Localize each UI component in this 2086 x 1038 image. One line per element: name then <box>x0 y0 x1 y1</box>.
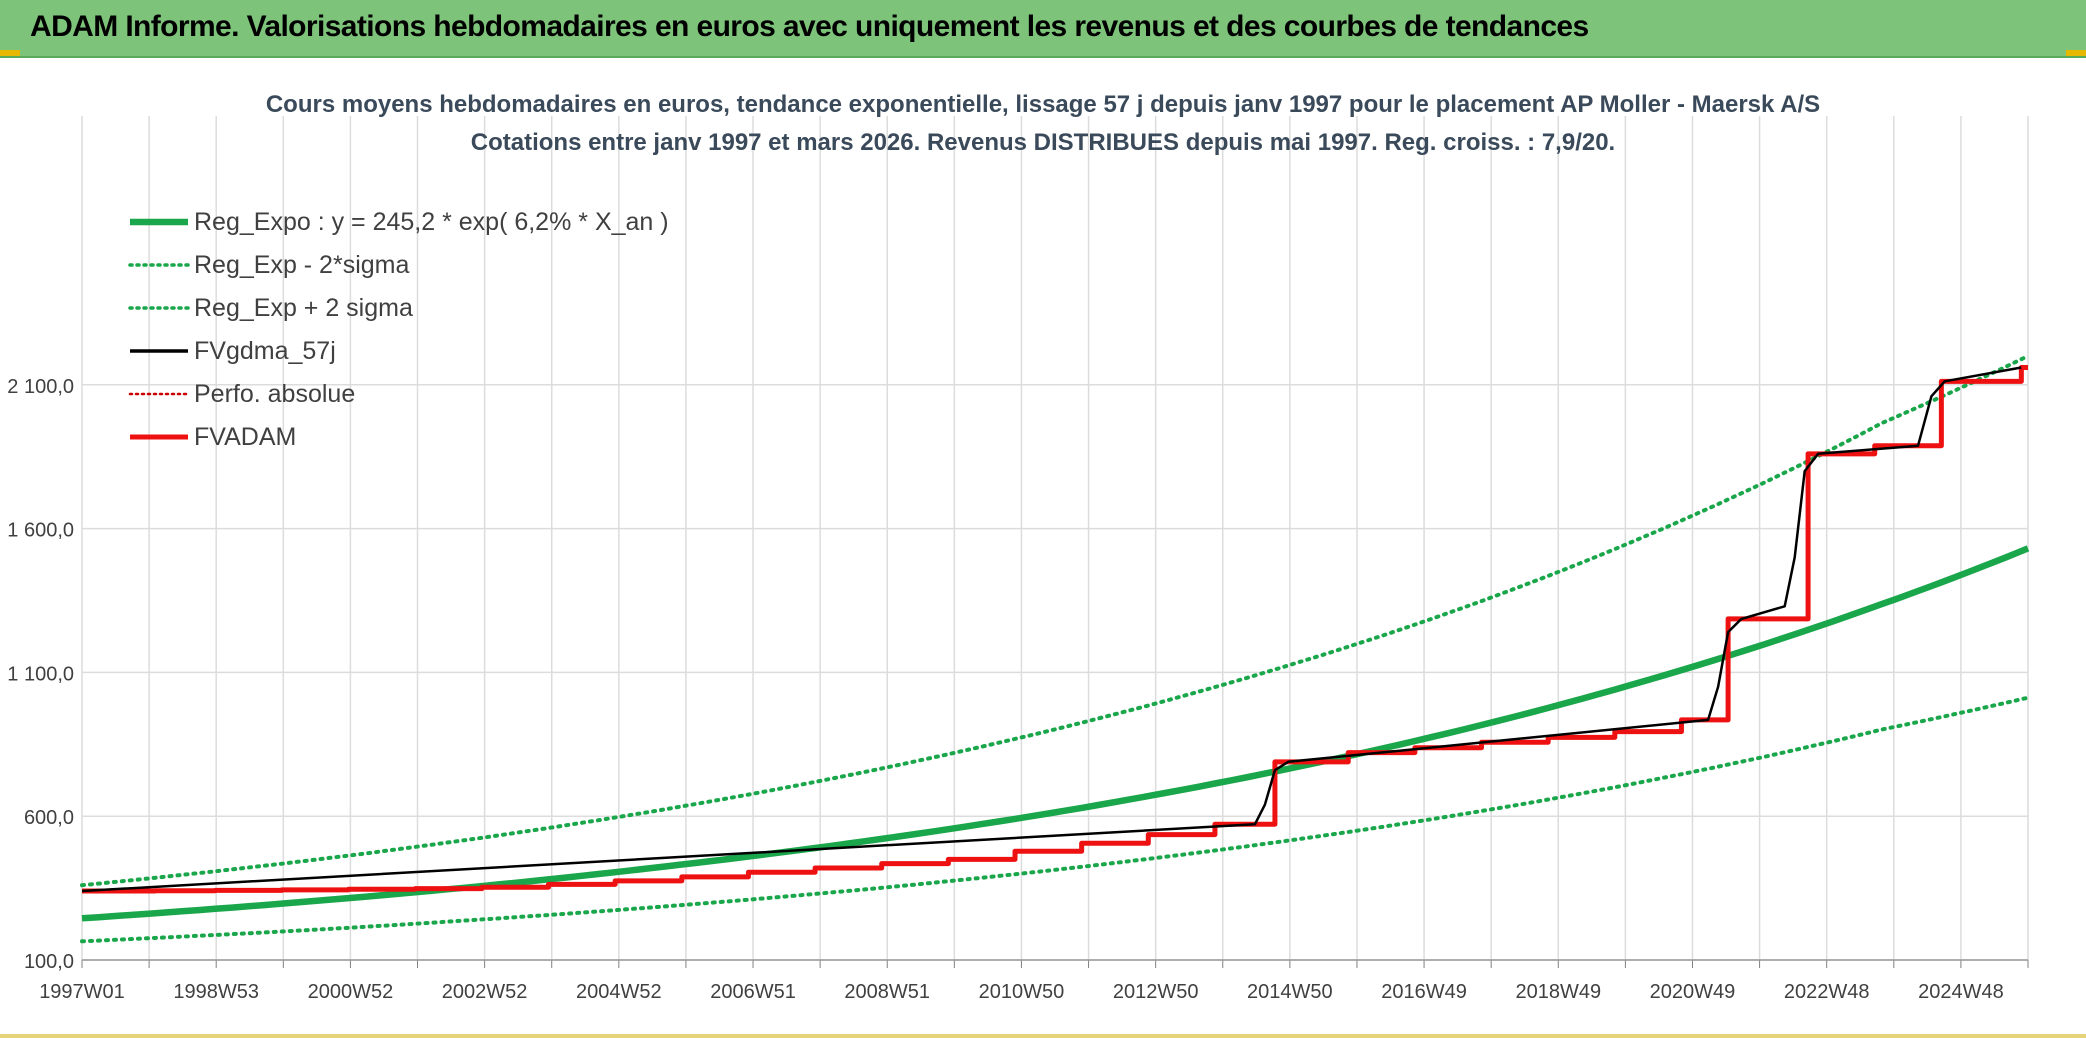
plot-area <box>82 116 2028 960</box>
series-line <box>81 545 2030 922</box>
legend-label: Perfo. absolue <box>194 380 355 408</box>
x-tick-label: 2020W49 <box>1650 981 1736 1003</box>
x-axis-ticks: 1997W01 1998W53 2000W52 2002W52 2004W52 2006W… <box>39 981 2004 1003</box>
y-tick-label: 600,0 <box>24 807 74 829</box>
y-axis-ticks: 100,0 600,0 1 100,0 1 600,0 2 100,0 <box>7 376 74 973</box>
x-tick-label: 2004W52 <box>576 981 662 1003</box>
x-tick-label: 2016W49 <box>1381 981 1467 1003</box>
series-group <box>80 354 2030 944</box>
bottom-strip <box>0 1034 2086 1038</box>
x-tick-label: 2000W52 <box>308 981 394 1003</box>
legend-label: Reg_Expo : y = 245,2 * exp( 6,2% * X_an … <box>194 208 669 236</box>
x-tick-label: 2010W50 <box>979 981 1065 1003</box>
x-tick-label: 1998W53 <box>173 981 259 1003</box>
chart-subtitle: Cotations entre janv 1997 et mars 2026. … <box>471 129 1615 156</box>
x-tick-label: 2024W48 <box>1918 981 2004 1003</box>
legend-label: FVgdma_57j <box>194 337 336 365</box>
legend: Reg_Expo : y = 245,2 * exp( 6,2% * X_an … <box>128 208 669 451</box>
chart-title: Cours moyens hebdomadaires en euros, ten… <box>266 91 1820 118</box>
x-tick-label: 2002W52 <box>442 981 528 1003</box>
legend-label: Reg_Exp - 2*sigma <box>194 251 409 279</box>
x-tick-label: 2012W50 <box>1113 981 1199 1003</box>
legend-label: Reg_Exp + 2 sigma <box>194 294 413 322</box>
series-line <box>82 365 2028 894</box>
x-tick-label: 1997W01 <box>39 981 125 1003</box>
grid <box>81 116 2029 968</box>
x-tick-label: 2006W51 <box>710 981 796 1003</box>
x-tick-label: 2018W49 <box>1515 981 1601 1003</box>
series-line <box>80 695 2030 944</box>
legend-label: FVADAM <box>194 423 296 451</box>
y-tick-label: 1 600,0 <box>7 520 74 542</box>
series-line <box>80 354 2030 888</box>
y-tick-label: 1 100,0 <box>7 663 74 685</box>
header-bar: ADAM Informe. Valorisations hebdomadaire… <box>0 0 2086 58</box>
series-line <box>81 366 2022 893</box>
x-tick-label: 2008W51 <box>844 981 930 1003</box>
chart: Cours moyens hebdomadaires en euros, ten… <box>7 91 2030 1003</box>
y-tick-label: 100,0 <box>24 951 74 973</box>
report-title: ADAM Informe. Valorisations hebdomadaire… <box>30 10 1589 43</box>
x-tick-label: 2022W48 <box>1784 981 1870 1003</box>
corner-accent-right <box>2066 50 2086 56</box>
y-tick-label: 2 100,0 <box>7 376 74 398</box>
corner-accent-left <box>0 50 20 56</box>
x-tick-label: 2014W50 <box>1247 981 1333 1003</box>
